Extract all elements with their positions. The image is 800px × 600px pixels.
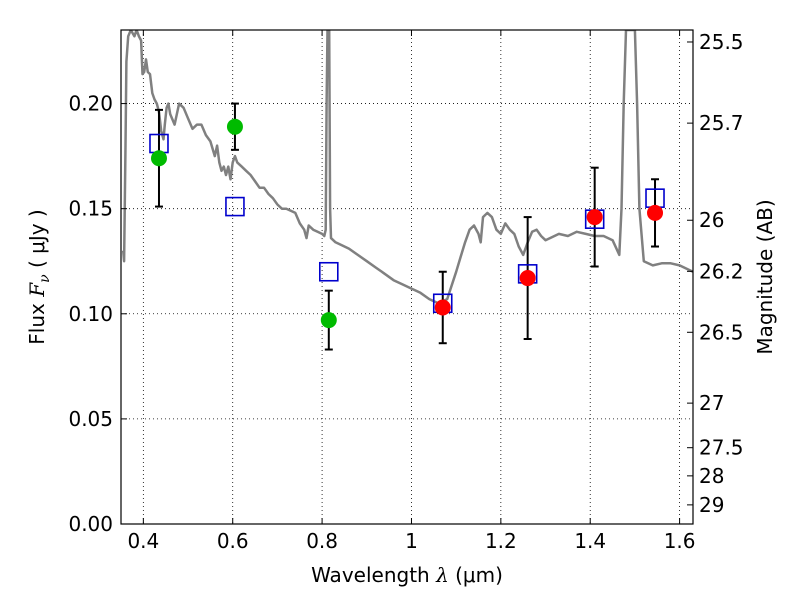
- spectrum-line: [121, 30, 693, 305]
- y-axis-title: Flux Fν ( μJy ): [25, 209, 53, 344]
- green-data-point: [150, 150, 167, 167]
- x-axis-title: Wavelength λ (μm): [311, 563, 503, 587]
- y2-tick-label: 27.5: [699, 436, 744, 460]
- y-tick-label: 0.20: [68, 92, 113, 116]
- y2-tick-label: 25.5: [699, 30, 744, 54]
- y2-tick-label: 26: [699, 208, 724, 232]
- x-tick-label: 1.2: [485, 529, 517, 553]
- x-tick-label: 0.8: [306, 529, 338, 553]
- y2-tick-label: 28: [699, 464, 724, 488]
- green-data-point: [226, 118, 243, 135]
- red-data-point: [519, 270, 536, 287]
- y2-axis-title: Magnitude (AB): [753, 199, 777, 354]
- x-tick-label: 0.4: [127, 529, 159, 553]
- markers-layer: [149, 102, 665, 351]
- red-data-point: [434, 299, 451, 316]
- y2-tick-label: 26.2: [699, 259, 744, 283]
- ticks: 0.4 0.6 0.8 1 1.2 1.4 1.6 0.00 0.05 0.10 0.15 0.20 2…: [68, 30, 743, 553]
- y2-tick-label: 29: [699, 493, 724, 517]
- y2-tick-label: 26.5: [699, 320, 744, 344]
- plot-area: [121, 30, 693, 305]
- x-tick-label: 1: [405, 529, 418, 553]
- y-tick-label: 0.05: [68, 407, 113, 431]
- x-tick-label: 1.4: [574, 529, 606, 553]
- x-tick-label: 1.6: [664, 529, 696, 553]
- y-tick-label: 0.15: [68, 197, 113, 221]
- red-data-point: [586, 209, 603, 226]
- red-data-point: [647, 204, 664, 221]
- plot-frame: [120, 29, 694, 525]
- y2-tick-label: 27: [699, 391, 724, 415]
- y-tick-label: 0.00: [68, 512, 113, 536]
- model-square-marker: [225, 196, 245, 217]
- model-square-marker: [318, 261, 339, 282]
- green-data-point: [320, 312, 337, 329]
- y-tick-label: 0.10: [68, 302, 113, 326]
- y2-tick-label: 25.7: [699, 111, 744, 135]
- x-tick-label: 0.6: [217, 529, 249, 553]
